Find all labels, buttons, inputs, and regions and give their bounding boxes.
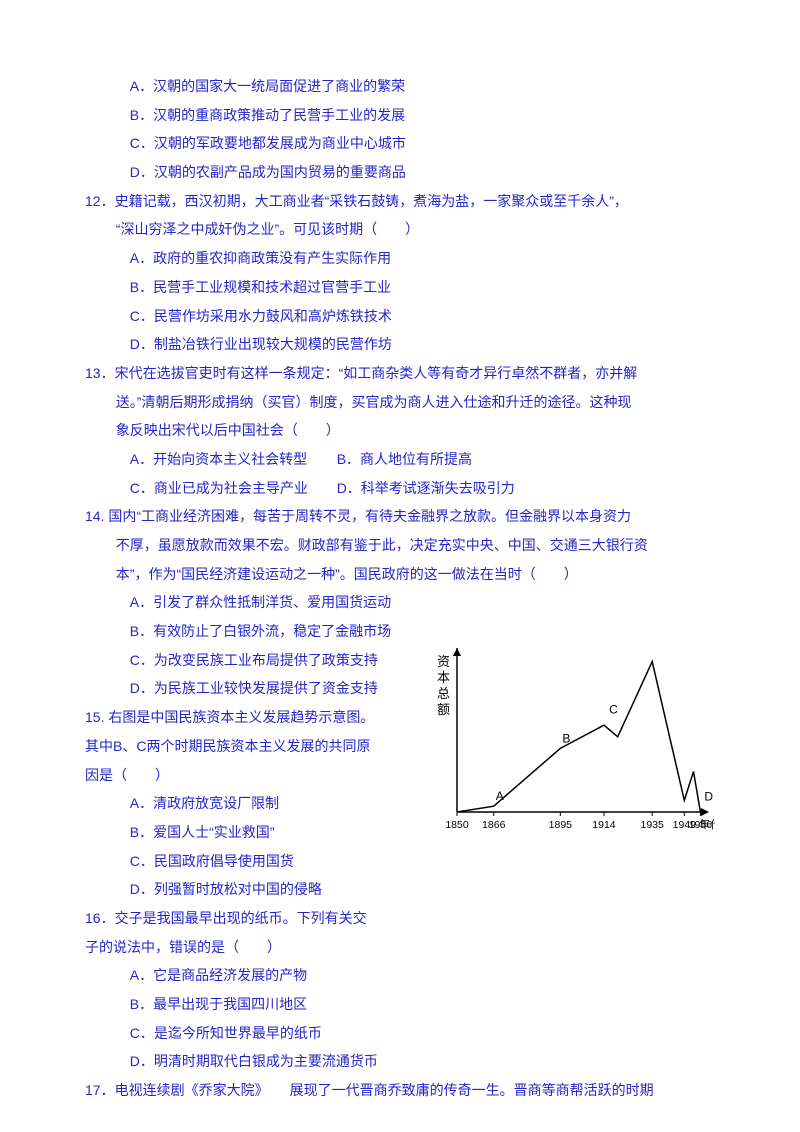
q14-option-a: A．引发了群众性抵制洋货、爱用国货运动 [85,588,715,617]
q13-option-b: B．商人地位有所提高 [337,451,472,467]
q16-option-b: B．最早出现于我国四川地区 [85,990,715,1019]
svg-text:D: D [704,790,713,804]
q16-stem-line2: 子的说法中，错误的是（ ） [85,933,715,962]
q15-option-a: A．清政府放宽设厂限制 [85,789,457,818]
svg-text:1866: 1866 [482,819,506,831]
q14-stem-line2: 不厚，虽愿放款而效果不宏。财政部有鉴于此，决定充实中央、中国、交通三大银行资 [85,531,715,560]
q15-option-d: D．列强暂时放松对中国的侵略 [85,875,457,904]
svg-text:年代: 年代 [699,817,715,831]
q15-option-c: C．民国政府倡导使用国货 [85,847,457,876]
svg-text:1850: 1850 [445,819,469,831]
exam-page: A．汉朝的国家大一统局面促进了商业的繁荣 B．汉朝的重商政策推动了民营手工业的发… [0,0,800,1132]
q13-stem-line3: 象反映出宋代以后中国社会（ ） [85,416,715,445]
svg-text:总: 总 [437,686,450,701]
q11-option-b: B．汉朝的重商政策推动了民营手工业的发展 [85,101,715,130]
svg-text:1935: 1935 [641,819,665,831]
svg-text:1914: 1914 [592,819,616,831]
q11-option-a: A．汉朝的国家大一统局面促进了商业的繁荣 [85,72,715,101]
q11-option-d: D．汉朝的农副产品成为国内贸易的重要商品 [85,158,715,187]
q13-stem-line1: 13．宋代在选拔官吏时有这样一条规定：“如工商杂类人等有奇才异行卓然不群者，亦并… [116,359,715,388]
q15-option-b: B．爱国人士“实业救国” [85,818,457,847]
q12-stem-line1: 12．史籍记载，西汉初期，大工商业者“采铁石鼓铸，煮海为盐，一家聚众或至千余人”… [116,187,715,216]
svg-text:资: 资 [437,654,450,669]
q12-option-d: D．制盐冶铁行业出现较大规模的民营作坊 [85,330,715,359]
q16-stem-line1: 16．交子是我国最早出现的纸币。下列有关交 [85,904,715,933]
q16-option-a: A．它是商品经济发展的产物 [85,961,715,990]
q11-option-c: C．汉朝的军政要地都发展成为商业中心城市 [85,129,715,158]
q12-stem-line2: “深山穷泽之中成奸伪之业”。可见该时期（ ） [85,215,715,244]
svg-text:B: B [562,731,570,745]
q16-option-c: C．是迄今所知世界最早的纸币 [85,1019,715,1048]
svg-text:本: 本 [437,670,450,685]
capital-trend-chart: 资本总额1850186618951914193519491956年代ABCD [425,640,715,840]
q16-option-d: D．明清时期取代白银成为主要流通货币 [85,1047,715,1076]
q13-option-d: D．科举考试逐渐失去吸引力 [337,480,515,496]
svg-text:A: A [496,789,504,803]
q14-stem-line3: 本”，作为“国民经济建设运动之一种”。国民政府的这一做法在当时（ ） [85,560,715,589]
svg-text:额: 额 [437,702,450,717]
q12-option-a: A．政府的重农抑商政策没有产生实际作用 [85,244,715,273]
svg-text:C: C [609,702,618,716]
q13-option-c: C．商业已成为社会主导产业 [130,474,333,503]
q13-stem-line2: 送。”清朝后期形成捐纳（买官）制度，买官成为商人进入仕途和升迁的途径。这种现 [85,388,715,417]
q12-option-c: C．民营作坊采用水力鼓风和高炉炼铁技术 [85,302,715,331]
q12-option-b: B．民营手工业规模和技术超过官营手工业 [85,273,715,302]
q17-stem: 17．电视连续剧《乔家大院》 展现了一代晋商乔致庸的传奇一生。晋商等商帮活跃的时… [85,1076,715,1105]
svg-text:1895: 1895 [549,819,573,831]
q13-options-row1: A．开始向资本主义社会转型 B．商人地位有所提高 [85,445,715,474]
q13-option-a: A．开始向资本主义社会转型 [130,445,333,474]
q13-options-row2: C．商业已成为社会主导产业 D．科举考试逐渐失去吸引力 [85,474,715,503]
q14-stem-line1: 14. 国内“工商业经济困难，每苦于周转不灵，有待夫金融界之放款。但金融界以本身… [116,502,715,531]
